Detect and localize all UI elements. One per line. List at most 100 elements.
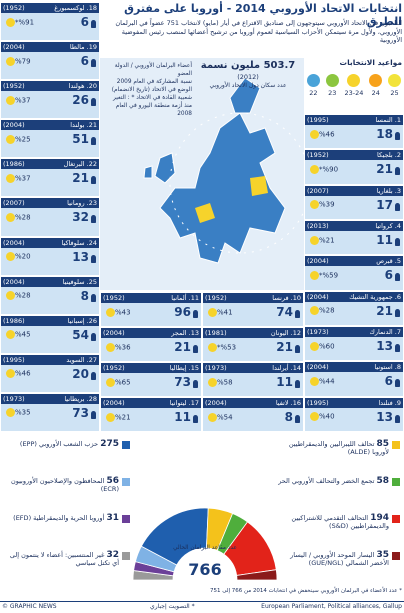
turnout-value: %45 xyxy=(15,330,31,339)
turnout-value: %44 xyxy=(319,377,335,386)
seat-count: 11 xyxy=(174,410,191,424)
joined-year: (2004) xyxy=(3,121,25,130)
turnout: %45 xyxy=(4,330,31,340)
seat-icon xyxy=(395,379,400,388)
group-name: أوروبا الحرية والديمقراطية (EFD) xyxy=(13,514,105,522)
country-card: 18. لوكسمبورغ (1952) 6 %91* xyxy=(0,2,100,42)
group-text: 31 أوروبا الحرية والديمقراطية (EFD) xyxy=(13,514,119,523)
country-card: 1. النمسا (1995) 18 %46 xyxy=(304,114,404,150)
seat-icon xyxy=(193,345,198,353)
turnout-value: %65 xyxy=(115,378,131,386)
turnout: %25 xyxy=(4,134,31,144)
card-header: 2. بلجيكا (1952) xyxy=(305,150,403,161)
group-seats: 56 xyxy=(106,476,119,486)
key-joined: الوضع في الاتحاد (تاريخ الانضمام) xyxy=(111,87,192,93)
seat-icon xyxy=(395,202,400,211)
card-body: 21 %36 xyxy=(101,338,201,356)
card-header: 7. الدنمارك (1973) xyxy=(305,327,403,337)
turnout: %37 xyxy=(4,95,31,105)
parliament-wedge xyxy=(236,569,278,581)
turnout: %91* xyxy=(4,17,34,27)
subtitle: الناخبون في الاتحاد الأوروبي سيتوجهون إل… xyxy=(115,19,402,44)
key-trust: شعبية القادة في الاتحاد * : التغير منذ أ… xyxy=(113,95,192,117)
population: 503.7 مليون نسمة xyxy=(200,60,296,71)
seats: 73 xyxy=(174,375,198,389)
country-name: 22. البرتغال xyxy=(63,160,97,169)
country-card: 7. الدنمارك (1973) 13 %60 xyxy=(304,326,404,362)
seat-count: 6 xyxy=(384,268,393,283)
seats: 13 xyxy=(376,410,400,424)
card-header: 11. ألمانيا (1952) xyxy=(101,293,201,303)
group-seats: 85 xyxy=(376,439,389,449)
card-header: 20. هولندا (1952) xyxy=(1,81,99,92)
card-header: 24. سلوفاكيا (2004) xyxy=(1,237,99,248)
seats: 73 xyxy=(72,406,96,420)
seats: 21 xyxy=(174,340,198,354)
card-body: 73 %65 xyxy=(101,373,201,391)
card-body: 6 %59* xyxy=(305,266,403,284)
date-item: 25 xyxy=(388,72,402,110)
card-header: 28. بريطانيا (1973) xyxy=(1,393,99,404)
card-body: 8 %28 xyxy=(1,287,99,305)
turnout: %39 xyxy=(308,200,335,210)
seat-icon xyxy=(295,380,300,388)
joined-year: (1995) xyxy=(307,398,329,407)
turnout-value: %39 xyxy=(319,200,335,209)
turnout-value: %54 xyxy=(217,413,233,421)
parliament-label: عدد مقاعد البرلمان الحالي xyxy=(173,545,237,551)
seats: 54 xyxy=(72,328,96,342)
turnout: %46 xyxy=(4,369,31,379)
turnout: %35 xyxy=(4,408,31,418)
group-entry: 275 حزب الشعب الأوروبي (EPP) xyxy=(2,440,130,449)
seats: 6 xyxy=(385,374,400,388)
group-name: غير المنتسبين: أعضاء لا ينتمون إلى أي تك… xyxy=(9,551,119,567)
seat-count: 21 xyxy=(376,162,393,177)
mood-icon xyxy=(310,376,319,386)
turnout-value: %35 xyxy=(15,408,31,417)
country-name: 20. هولندا xyxy=(68,82,97,91)
joined-year: (2004) xyxy=(3,238,25,247)
seat-icon xyxy=(91,410,96,419)
joined-year: (2004) xyxy=(103,329,125,337)
key-turnout: نسبة المشاركة في العام 2009 xyxy=(116,79,192,85)
seat-icon xyxy=(91,176,96,185)
country-card: 19. مالطا (2004) 6 %79 xyxy=(0,41,100,81)
turnout: %59* xyxy=(308,270,338,280)
dates-legend: 22 23 23-24 24 25 xyxy=(304,72,404,110)
turnout: %44 xyxy=(308,376,335,386)
group-text: 32 غير المنتسبين: أعضاء لا ينتمون إلى أي… xyxy=(2,551,119,568)
date-label: 24 xyxy=(371,89,380,97)
group-text: 56 المحافظون والإصلاحيون الأوروبيون (ECR… xyxy=(2,476,119,494)
country-name: 26. إسبانيا xyxy=(67,316,97,325)
country-name: 4. كرواتيا xyxy=(375,222,401,230)
card-header: 26. إسبانيا (1986) xyxy=(1,315,99,326)
turnout: %28 xyxy=(308,306,335,316)
country-card: 24. سلوفاكيا (2004) 13 %20 xyxy=(0,236,100,276)
card-header: 14. أيرلندا (1973) xyxy=(203,363,303,373)
card-body: 96 %43 xyxy=(101,303,201,321)
country-name: 14. أيرلندا xyxy=(272,364,301,372)
turnout-value: %28 xyxy=(15,291,31,300)
country-name: 2. بلجيكا xyxy=(377,151,401,160)
seats: 11 xyxy=(276,375,300,389)
country-name: 17. ليتوانيا xyxy=(169,399,199,407)
dates-title: مواعيد الانتخابات xyxy=(339,58,402,67)
date-label: 23 xyxy=(328,89,337,97)
card-body: 13 %20 xyxy=(1,248,99,266)
country-name: 7. الدنمارك xyxy=(369,328,401,336)
card-body: 74 %41 xyxy=(203,303,303,321)
joined-year: (1952) xyxy=(103,364,125,372)
seat-count: 17 xyxy=(376,197,393,212)
note: * عدد الأعضاء في البرلمان الأوروبي سينخف… xyxy=(210,588,402,594)
group-text: 58 تجمع الخضر والتحالف الأوروبي الحر xyxy=(278,477,389,486)
seat-icon xyxy=(295,415,300,423)
turnout: %21 xyxy=(308,235,335,245)
country-card: 14. أيرلندا (1973) 11 %58 xyxy=(202,362,304,397)
mood-icon xyxy=(6,252,15,262)
country-card: 15. إيطاليا (1952) 73 %65 xyxy=(100,362,202,397)
seat-count: 54 xyxy=(72,327,89,342)
country-card: 17. ليتوانيا (2004) 11 %21 xyxy=(100,397,202,432)
turnout: %20 xyxy=(4,252,31,262)
card-body: 73 %35 xyxy=(1,404,99,422)
